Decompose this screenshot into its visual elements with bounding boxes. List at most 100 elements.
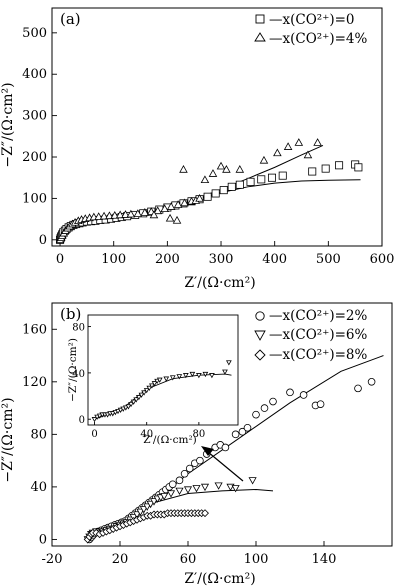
- panel-a-point-square: [321, 164, 330, 173]
- panel-b-x-ticks: -20 20 60 100 140: [42, 541, 337, 567]
- panel-a-point-square: [278, 171, 287, 180]
- inset-point-triangle-down: [189, 371, 196, 378]
- panel-a-fit-line-0: [59, 179, 361, 241]
- panel-b-point-circle: [269, 397, 277, 406]
- panel-b-point-triangle-down: [160, 492, 169, 501]
- panel-b: (b) 0 40 80 120 160 -20 20 60 100 140 −Z″/(Ω·cm²…: [0, 302, 393, 587]
- panel-a-point-triangle-up: [99, 211, 109, 220]
- panel-a-x-tick-label: 500: [316, 252, 341, 267]
- panel-a-point-triangle-up: [172, 215, 182, 224]
- inset-point-triangle-down: [176, 374, 183, 380]
- inset-point-triangle-down: [195, 373, 202, 379]
- panel-a-point-square: [246, 177, 255, 186]
- panel-a-point-triangle-up: [133, 209, 143, 217]
- panel-a-point-triangle-up: [165, 213, 175, 222]
- panel-b-point-circle: [221, 443, 230, 452]
- panel-b-point-circle: [175, 476, 184, 485]
- panel-a-label: (a): [60, 10, 81, 28]
- panel-b-point-triangle-down: [231, 485, 240, 493]
- panel-b-point-circle: [243, 423, 252, 432]
- panel-a-x-ticks: 0 100 200 300 400 500 600: [56, 241, 394, 267]
- panel-b-point-triangle-down: [200, 483, 210, 492]
- panel-b-x-tick-label: 100: [244, 552, 269, 567]
- inset-point-triangle-down: [91, 417, 98, 423]
- panel-b-y-tick-label: 120: [22, 375, 47, 390]
- inset-y-tick-label: 0: [79, 415, 85, 426]
- panel-b-legend: —x(CO²⁺)=2% —x(CO²⁺)=6% —x(CO²⁺)=8%: [254, 308, 367, 363]
- panel-a-point-triangle-up: [121, 210, 130, 218]
- panel-b-y-tick-label: 80: [30, 427, 47, 442]
- panel-b-y-tick-label: 40: [30, 480, 47, 495]
- inset-point-triangle-down: [146, 385, 153, 391]
- panel-a-point-triangle-up: [94, 212, 103, 220]
- panel-a-x-tick-label: 400: [262, 252, 287, 267]
- panel-b-y-axis-title: −Z″/(Ω·cm²): [0, 397, 16, 482]
- panel-a-fit-line-1: [59, 144, 324, 241]
- panel-a-legend-marker-triangle: [254, 32, 266, 42]
- inset-point-triangle-down: [169, 375, 176, 381]
- panel-a-point-triangle-up: [140, 208, 150, 216]
- panel-b-label: (b): [60, 305, 81, 323]
- panel-b-point-circle: [168, 480, 177, 489]
- inset-point-triangle-down: [222, 369, 228, 375]
- panel-b-y-tick-label: 160: [22, 322, 47, 337]
- inset-point-triangle-down: [154, 378, 161, 385]
- inset-point-triangle-down: [128, 401, 134, 408]
- panel-b-point-circle: [238, 427, 247, 436]
- panel-b-point-circle: [260, 404, 269, 412]
- panel-b-point-triangle-down: [132, 511, 142, 519]
- inset-point-triangle-down: [120, 406, 127, 412]
- panel-b-point-circle: [367, 378, 376, 386]
- inset-point-triangle-down: [125, 404, 132, 410]
- panel-a-point-square: [335, 161, 344, 170]
- panel-a-point-square: [219, 186, 228, 195]
- panel-a-x-tick-label: 100: [101, 252, 126, 267]
- inset-x-tick-label: 40: [140, 429, 153, 440]
- panel-a-y-tick-label: 0: [39, 233, 47, 248]
- panel-b-legend-marker-triangle-down: [254, 330, 266, 341]
- inset-y-tick-label: 80: [72, 323, 85, 334]
- inset-y-tick-label: 40: [72, 369, 85, 380]
- inset-point-triangle-down: [104, 412, 111, 418]
- panel-a-point-triangle-up: [110, 210, 120, 219]
- panel-b-point-triangle-down: [166, 490, 176, 498]
- panel-b-legend-marker-circle: [255, 311, 265, 321]
- inset-point-triangle-down: [141, 390, 147, 396]
- panel-a-y-tick-label: 300: [22, 109, 47, 124]
- panel-b-x-tick-label: 140: [312, 552, 337, 567]
- panel-a-point-square: [267, 173, 276, 182]
- inset-point-triangle-down: [115, 408, 121, 415]
- panel-a-legend-marker-square: [255, 14, 265, 24]
- panel-b-inset: 0 40 80 0 40 80 −Z″/(Ω·cm²) Z′/(Ω·cm²): [67, 314, 239, 446]
- panel-a-point-triangle-up: [179, 165, 188, 173]
- inset-point-triangle-down: [182, 373, 189, 379]
- panel-a-x-axis-title: Z′/(Ω·cm²): [184, 275, 255, 291]
- panel-a-point-triangle-up: [208, 169, 218, 177]
- panel-b-point-circle: [231, 430, 240, 439]
- inset-point-triangle-down: [202, 371, 209, 378]
- panel-b-point-circle: [196, 456, 204, 465]
- inset-x-tick-label: 80: [193, 429, 206, 440]
- panel-a-y-tick-label: 100: [22, 191, 47, 206]
- panel-a-point-triangle-up: [283, 142, 293, 150]
- inset-point-triangle-down: [122, 405, 129, 411]
- inset-plot-frame: [87, 314, 239, 426]
- panel-a-fit-lines: [59, 144, 361, 241]
- panel-a-legend-label-0: —x(CO²⁺)=0: [269, 12, 354, 28]
- panel-b-point-triangle-down: [175, 487, 184, 496]
- panel-b-point-triangle-down: [143, 503, 152, 511]
- panel-b-point-diamond: [201, 509, 209, 518]
- inset-point-triangle-down: [163, 376, 170, 382]
- panel-a-plot-frame: [51, 7, 383, 247]
- panel-b-point-circle: [286, 388, 294, 397]
- panel-a: (a) 0 100 200 300 400 500 0 100 200 300 400 500 600…: [0, 7, 394, 291]
- panel-a-point-triangle-up: [235, 165, 245, 173]
- inset-point-triangle-down: [130, 399, 137, 405]
- panel-b-legend-label-0: —x(CO²⁺)=2%: [269, 308, 367, 324]
- panel-a-point-triangle-up: [173, 200, 183, 208]
- panel-a-point-square: [354, 163, 363, 172]
- panel-a-x-tick-label: 300: [209, 252, 234, 267]
- panel-b-point-triangle-down: [248, 477, 257, 485]
- panel-a-point-square: [227, 182, 236, 191]
- inset-point-triangle-down: [156, 377, 163, 383]
